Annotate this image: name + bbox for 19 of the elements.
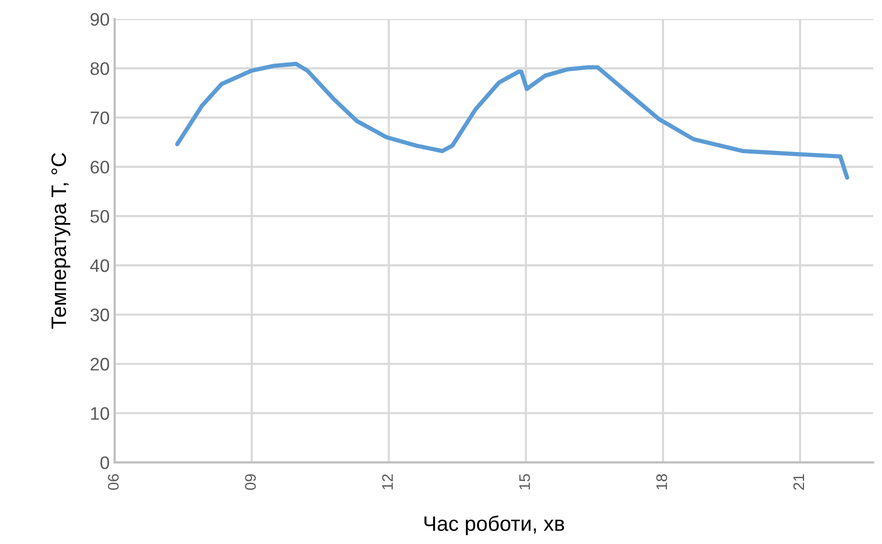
y-tick-label: 20 xyxy=(90,358,110,371)
y-tick-label: 60 xyxy=(90,160,110,174)
x-tick-label: 21 xyxy=(793,474,804,490)
y-axis-title: Температура T, °C xyxy=(51,153,70,329)
y-tick-label: 70 xyxy=(90,112,110,124)
x-tick-label: 12 xyxy=(382,474,393,490)
y-tick-label: 10 xyxy=(91,407,110,420)
x-axis-title: Час роботи, хв xyxy=(424,516,564,536)
y-tick-label: 90 xyxy=(90,12,110,26)
x-tick-label: 06 xyxy=(108,474,119,490)
y-tick-label: 0 xyxy=(100,456,110,470)
y-tick-label: 50 xyxy=(90,210,110,223)
y-tick-label: 30 xyxy=(90,308,110,322)
x-tick-label: 18 xyxy=(656,474,668,490)
line-series xyxy=(175,62,850,180)
x-tick-label: 15 xyxy=(519,474,530,490)
x-tick-label: 09 xyxy=(245,474,256,490)
y-tick-label: 80 xyxy=(90,62,110,76)
y-tick-label: 40 xyxy=(90,259,110,272)
